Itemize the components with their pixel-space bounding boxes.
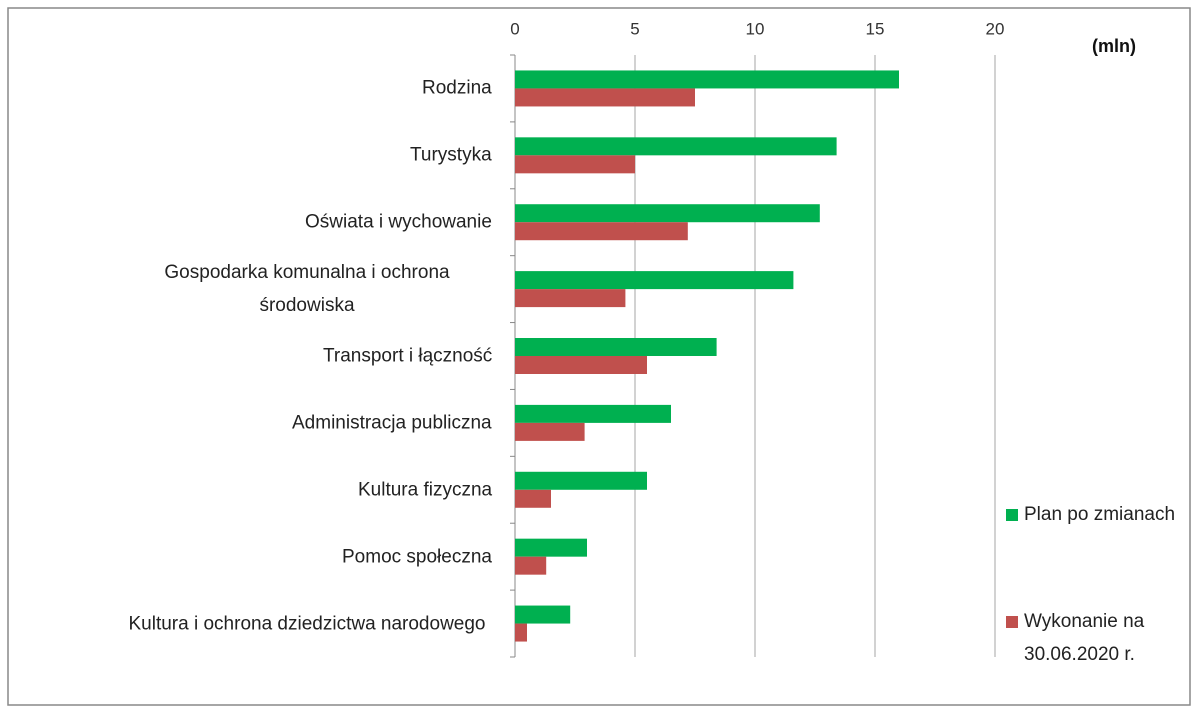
bar [515, 489, 551, 508]
bar [515, 471, 647, 490]
bar [515, 137, 837, 156]
legend-label: Wykonanie na 30.06.2020 r. [1024, 611, 1145, 665]
bar [515, 605, 571, 624]
y-tick-label: Administracja publiczna [292, 412, 492, 434]
unit-label: (mln) [1092, 36, 1136, 56]
y-tick-label: Kultura fizyczna [358, 479, 493, 501]
bar [515, 70, 899, 89]
bar [515, 222, 688, 241]
x-tick-label: 0 [510, 19, 519, 38]
y-tick-label: Gospodarka komunalna i ochrona środowisk… [164, 262, 450, 317]
legend-label: Plan po zmianach [1024, 504, 1176, 525]
x-tick-label: 20 [986, 19, 1005, 38]
bar [515, 556, 547, 575]
y-tick-label: Oświata i wychowanie [305, 211, 492, 233]
y-tick-label: Transport i łączność [323, 345, 493, 367]
bar [515, 204, 820, 223]
x-tick-label: 10 [746, 19, 765, 38]
legend-swatch [1006, 509, 1018, 521]
x-tick-label: 5 [630, 19, 639, 38]
bar [515, 271, 794, 290]
bar [515, 289, 626, 308]
bar [515, 356, 647, 374]
bar [515, 538, 587, 557]
bar [515, 338, 717, 356]
y-tick-label: Kultura i ochrona dziedzictwa narodowego [128, 613, 486, 635]
bar [515, 623, 527, 642]
bar [515, 155, 635, 174]
frame [7, 7, 1191, 706]
bar [515, 422, 585, 441]
y-tick-label: Rodzina [422, 77, 492, 99]
x-tick-label: 15 [866, 19, 885, 38]
y-tick-label: Pomoc społeczna [342, 546, 492, 568]
bar [515, 404, 671, 423]
bar [515, 88, 695, 107]
legend-swatch [1006, 616, 1018, 628]
y-tick-label: Turystyka [410, 144, 492, 166]
